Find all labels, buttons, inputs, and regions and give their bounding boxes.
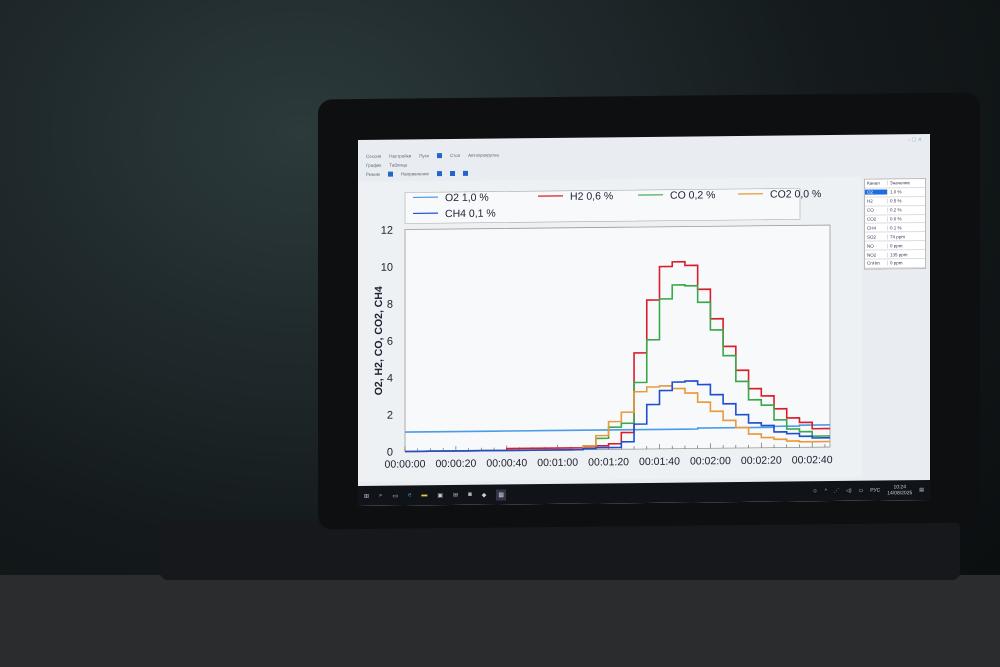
start-button[interactable]: Пуск — [419, 153, 429, 159]
channel-cell: CO2 — [865, 216, 888, 222]
legend-box — [404, 188, 801, 224]
windows-start-icon[interactable]: ⊞ — [364, 493, 370, 500]
table-row[interactable]: CnHm 0 ppm — [865, 259, 925, 269]
channel-cell: CH4 — [865, 225, 888, 231]
channel-cell: NO — [865, 243, 888, 249]
store-icon[interactable]: ▣ — [437, 492, 444, 499]
notifications-icon[interactable]: ▤ — [919, 487, 924, 494]
clock[interactable]: 10:24 14/08/2025 — [887, 484, 912, 496]
value-cell: 0.2 % — [890, 207, 902, 213]
header-channel: Канал — [865, 180, 888, 187]
stop-icon — [436, 153, 442, 159]
channel-cell: CO — [865, 207, 888, 213]
language-indicator[interactable]: РУС — [870, 487, 881, 494]
channel-cell: NO2 — [865, 252, 888, 258]
x-tick-label: 00:02:20 — [741, 455, 782, 467]
tab-table[interactable]: Таблица — [389, 162, 408, 168]
laptop-keyboard — [160, 520, 960, 580]
mail-icon[interactable]: ✉ — [453, 492, 459, 499]
x-tick-label: 00:01:20 — [588, 456, 629, 468]
value-cell: 0.5 % — [890, 198, 902, 204]
chart: 0 2 4 6 8 10 12 00:00:00 00:00:20 00:00:40 00:01:0… — [358, 176, 862, 482]
people-icon[interactable]: ☺ — [812, 488, 818, 495]
channel-cell: CnHm — [865, 260, 888, 267]
mode-label: Режим — [366, 171, 380, 177]
battery-icon[interactable]: ▭ — [858, 487, 864, 494]
legend-label: CH4 0,1 % — [445, 208, 496, 221]
window-controls[interactable]: – ☐ ✕ — [907, 137, 922, 144]
channel-cell: SO2 — [865, 234, 888, 240]
channel-cell: O2 — [865, 189, 888, 196]
legend-label: H2 0,6 % — [570, 190, 613, 202]
system-tray: ☺ ^ ⋰ ◁) ▭ РУС 10:24 14/08/2025 ▤ — [813, 484, 925, 497]
legend-label: O2 1,0 % — [445, 192, 489, 204]
y-tick-label: 0 — [387, 447, 393, 459]
search-icon[interactable]: ⌕ — [379, 492, 383, 499]
direction-label: Направление — [400, 171, 429, 177]
value-cell: 1.0 % — [890, 189, 902, 195]
y-tick-label: 8 — [387, 299, 393, 311]
tab-chart[interactable]: График — [366, 162, 382, 168]
values-table: Канал Значение O2 1.0 % H2 0.5 % CO 0.2 % CO2 0.… — [864, 178, 926, 270]
mode-button[interactable] — [387, 171, 393, 177]
x-tick-label: 00:01:40 — [639, 456, 680, 468]
edge-icon[interactable]: e — [408, 492, 412, 499]
legend-label: CO 0,2 % — [670, 189, 716, 201]
laptop-screen: – ☐ ✕ Сессия Настройки Пуск Стоп Автопро… — [358, 134, 930, 506]
x-tick-label: 00:00:00 — [385, 458, 426, 470]
y-tick-label: 2 — [387, 410, 393, 422]
y-tick-label: 12 — [381, 225, 393, 237]
plot-area — [404, 224, 831, 452]
app-icon[interactable]: ◆ — [481, 492, 487, 499]
direction-button[interactable] — [450, 170, 455, 177]
x-tick-label: 00:00:20 — [435, 458, 476, 470]
x-tick-label: 00:01:00 — [537, 457, 578, 469]
stop-button[interactable]: Стоп — [449, 152, 461, 159]
y-tick-label: 4 — [387, 373, 393, 385]
menu-session[interactable]: Сессия — [366, 153, 382, 159]
clock-date: 14/08/2025 — [887, 490, 913, 497]
menu-settings[interactable]: Настройки — [389, 153, 412, 159]
series-line-ch4 — [405, 380, 830, 453]
y-axis-title: O2, H2, CO, CO2, CH4 — [373, 286, 385, 395]
chart-svg: 0 2 4 6 8 10 12 00:00:00 00:00:20 00:00:40 00:01:0… — [373, 188, 833, 471]
legend-label: CO2 0,0 % — [770, 188, 821, 201]
direction-button[interactable] — [437, 171, 442, 177]
value-cell: 0.1 % — [890, 225, 902, 231]
y-tick-label: 10 — [381, 262, 393, 274]
x-tick-label: 00:02:00 — [690, 455, 731, 467]
x-tick-label: 00:00:40 — [486, 457, 527, 469]
channel-cell: H2 — [865, 198, 888, 204]
desk — [0, 575, 1000, 667]
volume-icon[interactable]: ◁) — [845, 487, 852, 494]
y-tick-label: 6 — [387, 336, 393, 348]
folder-icon[interactable]: ▬ — [421, 492, 428, 499]
value-cell: 135 ppm — [890, 251, 908, 257]
header-value: Значение — [890, 180, 910, 186]
x-tick-label: 00:02:40 — [792, 454, 833, 466]
direction-button[interactable] — [463, 170, 468, 176]
value-cell: 0 ppm — [890, 242, 903, 249]
active-app-icon[interactable]: ▦ — [496, 488, 507, 501]
chevron-up-icon[interactable]: ^ — [824, 488, 827, 495]
value-cell: 74 ppm — [890, 234, 906, 240]
app-icon[interactable]: ◙ — [468, 491, 472, 498]
value-cell: 0 ppm — [890, 260, 903, 266]
task-view-icon[interactable]: ▭ — [392, 493, 399, 500]
value-cell: 0.0 % — [890, 216, 902, 222]
network-icon[interactable]: ⋰ — [833, 487, 839, 495]
autoscroll-toggle[interactable]: Автопрокрутка — [468, 152, 499, 158]
